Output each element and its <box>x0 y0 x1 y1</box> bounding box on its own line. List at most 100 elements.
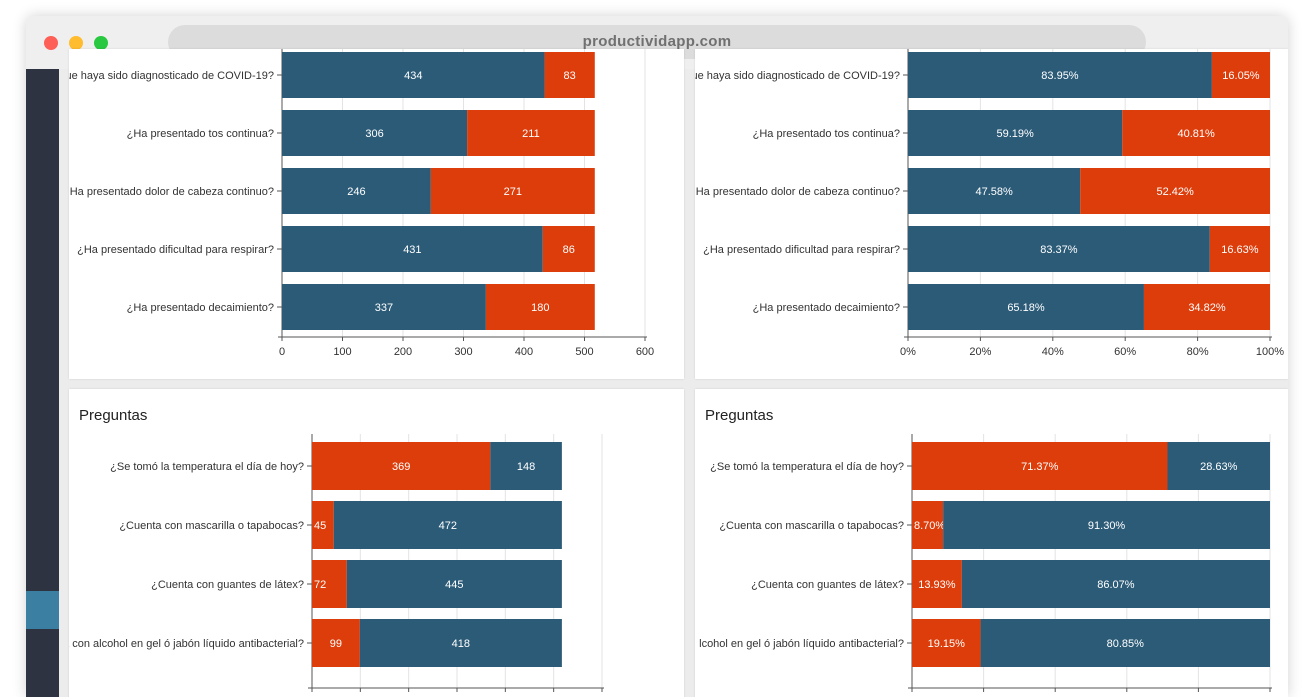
category-label: ¿Ha presentado tos continua? <box>753 128 900 140</box>
x-tick-label: 40% <box>1042 346 1064 358</box>
bar-value-label: 72 <box>314 579 326 591</box>
bar-segment-no[interactable] <box>908 284 1144 330</box>
bar-value-label: 148 <box>517 461 535 473</box>
category-label: ¿Se tomó la temperatura el día de hoy? <box>110 461 304 473</box>
bar-value-label: 28.63% <box>1200 461 1238 473</box>
bar-segment-no[interactable] <box>282 110 468 156</box>
bar-value-label: 91.30% <box>1088 520 1126 532</box>
bar-segment-sí[interactable] <box>312 619 360 667</box>
x-tick-label: 0% <box>900 346 916 358</box>
bar-value-label: 34.82% <box>1188 302 1226 314</box>
bar-segment-no[interactable] <box>980 619 1270 667</box>
bar-value-label: 13.93% <box>918 579 956 591</box>
bar-value-label: 80.85% <box>1107 638 1145 650</box>
bar-segment-sí[interactable] <box>544 52 595 98</box>
maximize-window-button[interactable] <box>94 36 108 50</box>
bar-value-label: 306 <box>365 128 383 140</box>
symptoms-count-chart: 0 100 200 300 400 500 600 ue haya sido diagnost… <box>65 44 654 358</box>
bar-value-label: 180 <box>531 302 549 314</box>
bar-segment-no[interactable] <box>282 226 543 272</box>
bar-segment-sí[interactable] <box>1211 52 1270 98</box>
category-label: ¿Cuenta con mascarilla o tapabocas? <box>119 520 304 532</box>
chart-panel-symptoms-percent: 0% 20% 40% 60% 80% 100% ue haya sido diagnosti… <box>691 44 1288 379</box>
bar-segment-no[interactable] <box>943 501 1270 549</box>
panel-title: Preguntas <box>79 407 148 424</box>
chart-panel-prevention-percent: Preguntas 0%20%40%60%80%100%¿Se tomó la … <box>695 389 1288 697</box>
x-tick-label: 600 <box>636 346 654 358</box>
x-tick-label: 60% <box>1114 346 1136 358</box>
bar-segment-no[interactable] <box>282 168 431 214</box>
category-label: ¿Cuenta con guantes de látex? <box>151 579 304 591</box>
bar-segment-sí[interactable] <box>1143 284 1270 330</box>
x-tick-label: 400 <box>515 346 533 358</box>
bar-value-label: 52.42% <box>1156 186 1194 198</box>
bar-segment-no[interactable] <box>282 284 486 330</box>
x-tick-label: 80% <box>1187 346 1209 358</box>
bar-segment-no[interactable] <box>359 619 562 667</box>
close-window-button[interactable] <box>44 36 58 50</box>
bar-segment-sí[interactable] <box>912 501 944 549</box>
category-label: Ha presentado dolor de cabeza continuo? <box>696 186 900 198</box>
bar-segment-no[interactable] <box>346 560 562 608</box>
bar-segment-sí[interactable] <box>485 284 595 330</box>
bar-segment-sí[interactable] <box>430 168 595 214</box>
bar-segment-no[interactable] <box>282 52 545 98</box>
bar-segment-no[interactable] <box>908 52 1212 98</box>
bar-value-label: 86 <box>563 244 575 256</box>
bar-segment-no[interactable] <box>490 442 562 490</box>
category-label: lcohol en gel ó jabón líquido antibacter… <box>699 638 904 650</box>
bar-segment-sí[interactable] <box>912 442 1168 490</box>
bar-value-label: 16.05% <box>1222 70 1260 82</box>
bar-value-label: 418 <box>452 638 470 650</box>
bar-segment-sí[interactable] <box>467 110 595 156</box>
minimize-window-button[interactable] <box>69 36 83 50</box>
category-label: ¿Ha presentado decaimiento? <box>753 302 900 314</box>
category-label: ue haya sido diagnosticado de COVID-19? <box>695 70 900 82</box>
bar-value-label: 8.70% <box>914 520 945 532</box>
sidebar <box>26 69 59 697</box>
x-tick-label: 0 <box>279 346 285 358</box>
bar-value-label: 40.81% <box>1177 128 1215 140</box>
bar-value-label: 83.37% <box>1040 244 1078 256</box>
bar-value-label: 434 <box>404 70 422 82</box>
bar-value-label: 211 <box>522 128 540 140</box>
bar-segment-sí[interactable] <box>1122 110 1270 156</box>
bar-segment-sí[interactable] <box>312 501 334 549</box>
bar-segment-sí[interactable] <box>912 619 981 667</box>
bar-segment-no[interactable] <box>908 168 1081 214</box>
bar-segment-no[interactable] <box>333 501 562 549</box>
prevention-percent-chart: 0%20%40%60%80%100%¿Se tomó la temperatur… <box>699 434 1272 692</box>
category-label: ¿Cuenta con mascarilla o tapabocas? <box>719 520 904 532</box>
bar-segment-sí[interactable] <box>312 560 347 608</box>
bar-value-label: 337 <box>375 302 393 314</box>
bar-segment-sí[interactable] <box>1080 168 1270 214</box>
bar-segment-no[interactable] <box>961 560 1270 608</box>
bar-value-label: 45 <box>314 520 326 532</box>
sidebar-item-active[interactable] <box>26 591 59 629</box>
bar-segment-no[interactable] <box>1167 442 1270 490</box>
bar-value-label: 83 <box>564 70 576 82</box>
category-label: ¿Ha presentado tos continua? <box>127 128 274 140</box>
x-tick-label: 500 <box>575 346 593 358</box>
bar-segment-no[interactable] <box>908 110 1123 156</box>
panel-title: Preguntas <box>705 407 774 424</box>
bar-value-label: 71.37% <box>1021 461 1059 473</box>
bar-value-label: 445 <box>445 579 463 591</box>
bar-segment-sí[interactable] <box>1209 226 1270 272</box>
x-tick-label: 100% <box>1256 346 1284 358</box>
bar-value-label: 369 <box>392 461 410 473</box>
symptoms-percent-chart: 0% 20% 40% 60% 80% 100% ue haya sido diagnosti… <box>691 44 1284 358</box>
x-tick-label: 100 <box>333 346 351 358</box>
dashboard-content: 0 100 200 300 400 500 600 ue haya sido diagnost… <box>26 44 1288 697</box>
chart-panel-symptoms-count: 0 100 200 300 400 500 600 ue haya sido diagnost… <box>65 44 684 379</box>
bar-value-label: 99 <box>330 638 342 650</box>
bar-segment-no[interactable] <box>908 226 1210 272</box>
x-tick-label: 300 <box>454 346 472 358</box>
category-label: ¿Cuenta con guantes de látex? <box>751 579 904 591</box>
x-tick-label: 200 <box>394 346 412 358</box>
bar-segment-sí[interactable] <box>912 560 962 608</box>
bar-segment-sí[interactable] <box>312 442 491 490</box>
bar-segment-sí[interactable] <box>542 226 595 272</box>
